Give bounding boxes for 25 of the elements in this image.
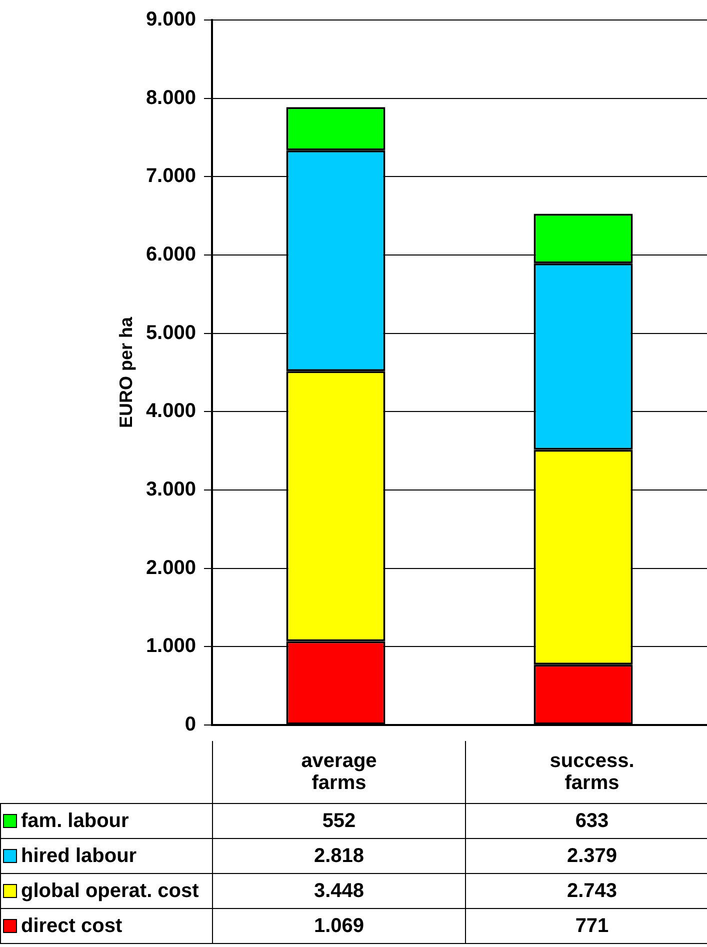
legend-label: fam. labour (0, 804, 212, 838)
y-tick-label: 7.000 (146, 165, 196, 188)
y-tick-label: 8.000 (146, 86, 196, 109)
y-tick-label: 6.000 (146, 244, 196, 266)
data-label: 771 (466, 908, 707, 944)
data-label: 633 (466, 804, 707, 838)
y-tick-label: 5.000 (146, 322, 196, 344)
y-tick-label: 2.000 (146, 556, 196, 579)
x-tick-label: success. farms (466, 741, 707, 804)
legend-label: global operat. cost (0, 874, 212, 908)
y-tick-label: 3.000 (146, 478, 196, 501)
legend-label: direct cost (0, 908, 212, 944)
y-tick-label: 0 (184, 714, 196, 736)
y-tick-label: 1.000 (146, 635, 196, 658)
y-axis-title: EURO per ha (116, 316, 136, 428)
data-label: 552 (212, 804, 466, 838)
x-tick-label: average farms (212, 741, 466, 804)
legend-label: hired labour (0, 838, 212, 874)
data-label: 2.379 (466, 838, 707, 874)
y-tick-label: 9.000 (146, 8, 196, 31)
data-label: 2.818 (212, 838, 466, 874)
data-label: 2.743 (466, 874, 707, 908)
data-label: 3.448 (212, 874, 466, 908)
y-tick-label: 4.000 (146, 400, 196, 422)
data-label: 1.069 (212, 908, 466, 944)
